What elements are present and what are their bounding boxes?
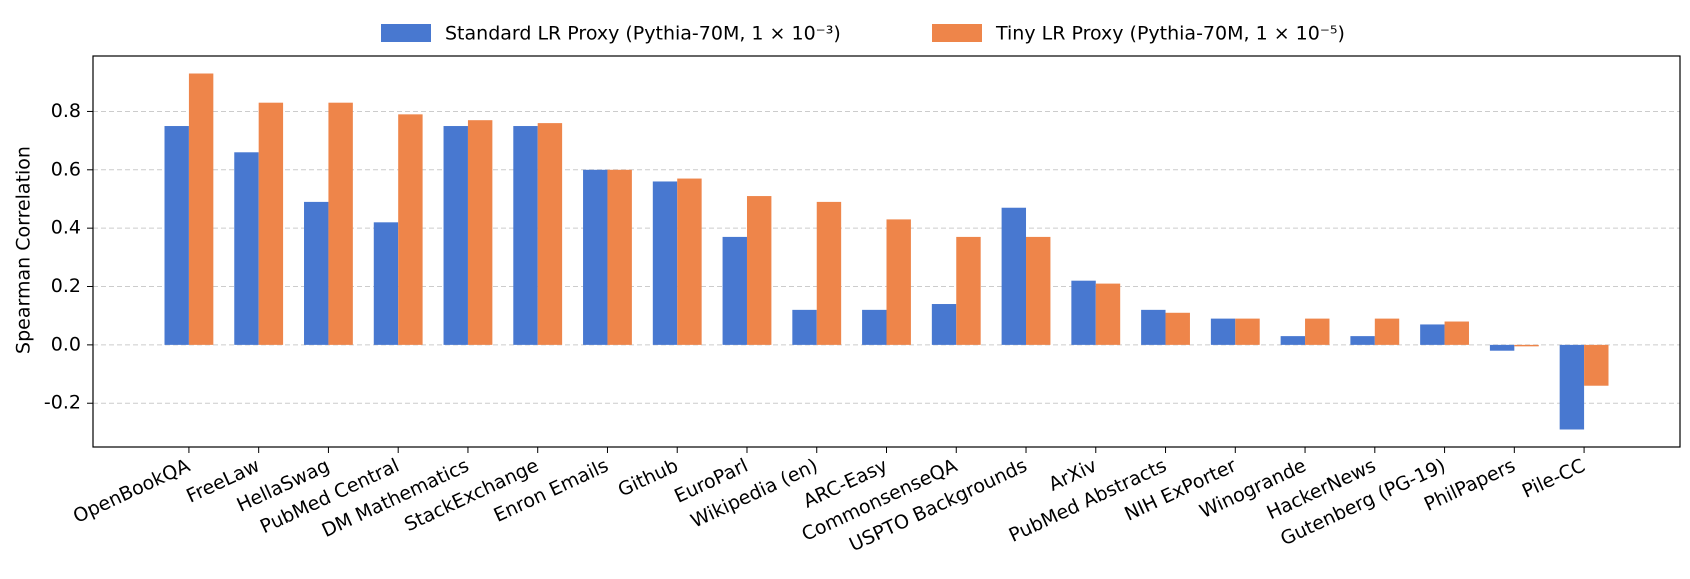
bar <box>792 309 817 345</box>
x-tick-label: OpenBookQA <box>70 455 193 528</box>
bar <box>467 120 493 345</box>
bar <box>1235 318 1260 345</box>
bar <box>1559 344 1585 430</box>
bar <box>1350 336 1375 345</box>
x-tick-label: Pile-CC <box>1519 455 1589 503</box>
bar <box>398 114 423 345</box>
bar <box>722 236 747 345</box>
y-tick-label: -0.2 <box>44 392 81 414</box>
bar <box>816 201 842 345</box>
legend-swatch <box>381 24 431 42</box>
bar <box>652 181 678 345</box>
bar <box>677 178 702 345</box>
bar <box>1210 318 1236 345</box>
legend-swatch <box>932 24 982 42</box>
bar <box>607 169 632 345</box>
bar <box>1374 318 1400 345</box>
bar <box>537 123 563 345</box>
bar <box>304 201 329 345</box>
bar <box>1584 344 1609 386</box>
bar <box>164 126 189 345</box>
bar <box>188 73 214 345</box>
bar <box>1165 312 1190 345</box>
y-tick-label: 0.4 <box>51 217 81 239</box>
x-tick-label: Github <box>615 455 682 502</box>
y-axis-label: Spearman Correlation <box>13 146 35 354</box>
bar <box>1514 344 1539 347</box>
bar <box>1141 309 1166 345</box>
bar <box>1420 324 1445 345</box>
bar <box>1071 280 1096 345</box>
y-tick-label: 0.0 <box>51 333 81 355</box>
bar <box>258 102 284 345</box>
bar <box>746 196 772 345</box>
bar <box>443 126 468 345</box>
bar <box>1280 336 1306 345</box>
y-tick-label: 0.2 <box>51 275 81 297</box>
bar <box>328 102 353 345</box>
bar <box>373 222 399 345</box>
bar <box>1489 344 1515 351</box>
bar <box>1001 207 1027 345</box>
bar <box>931 304 957 345</box>
bar <box>234 152 259 345</box>
legend-label: Tiny LR Proxy (Pythia-70M, 1 × 10⁻⁵) <box>995 23 1345 45</box>
plot-frame <box>92 55 1681 448</box>
bar <box>1305 318 1330 345</box>
bar <box>1095 283 1121 345</box>
bar <box>1026 236 1051 345</box>
legend-label: Standard LR Proxy (Pythia-70M, 1 × 10⁻³) <box>445 23 841 45</box>
bar <box>956 236 981 345</box>
bar <box>583 169 608 345</box>
y-tick-label: 0.6 <box>51 158 81 180</box>
bar <box>862 309 887 345</box>
y-tick-label: 0.8 <box>51 100 81 122</box>
bar <box>513 126 538 345</box>
bar <box>886 219 911 345</box>
bar <box>1444 321 1469 345</box>
